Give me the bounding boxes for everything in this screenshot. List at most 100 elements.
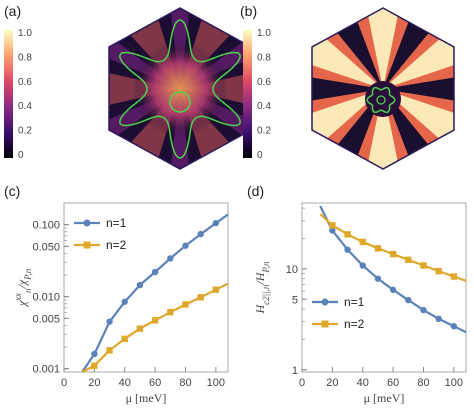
data-point: [197, 230, 204, 238]
x-tick-label: 60: [149, 377, 161, 389]
colorbar-tick-label: 0.6: [18, 77, 32, 88]
colorbar-tick-label: 1.0: [257, 28, 271, 39]
data-point: [212, 286, 220, 293]
series-line: [319, 205, 467, 334]
data-point: [374, 275, 382, 282]
spoke: [364, 8, 402, 89]
data-point: [197, 294, 204, 301]
x-tick-label: 20: [88, 377, 100, 389]
colorbar-tick-label: 0.2: [18, 126, 32, 137]
colorbar-tick-label: 0.4: [257, 101, 271, 112]
legend-marker: [321, 298, 329, 306]
y-tick-label: 0.050: [32, 241, 60, 253]
data-point: [450, 273, 458, 280]
fermi-contour-star: [119, 19, 241, 159]
data-point: [359, 262, 366, 269]
y-tick-label: 0.100: [32, 220, 60, 232]
data-point: [121, 335, 128, 343]
panel-label-b: (b): [240, 3, 257, 19]
x-tick-label: 100: [445, 377, 463, 389]
legend-marker: [83, 219, 91, 227]
data-point: [182, 301, 189, 308]
x-tick-label: 40: [357, 377, 369, 389]
y-tick-label: 10: [286, 264, 298, 276]
data-point: [374, 245, 382, 252]
y-axis-label: χxxn/χP,n: [13, 268, 33, 307]
data-point: [329, 222, 336, 229]
heatmap-b: [312, 8, 454, 169]
colorbar-tick-label: 0.4: [18, 101, 32, 112]
x-tick-label: 100: [207, 377, 225, 389]
data-point: [167, 255, 174, 262]
data-point: [344, 231, 351, 238]
data-point: [329, 227, 336, 234]
legend-label: n=2: [344, 317, 365, 331]
legend-marker: [83, 241, 91, 249]
x-tick-label: 40: [119, 377, 131, 389]
fermi-contour-circle-b: [376, 95, 386, 105]
colorbar-tick-label: 0: [257, 150, 263, 161]
data-point: [389, 286, 397, 294]
x-tick-label: 0: [299, 377, 305, 389]
y-tick-label: 0.005: [32, 313, 60, 325]
data-point: [450, 323, 458, 330]
legend-label: n=1: [344, 295, 365, 309]
data-point: [359, 238, 366, 246]
data-point: [151, 317, 159, 324]
panel-label-a: (a): [4, 3, 21, 19]
data-point: [136, 325, 144, 332]
data-point: [405, 256, 412, 264]
chart-c: 0.001 0.005 0.010 0.050 0.100 0 20 40 60 80 100 μ […: [13, 202, 229, 405]
colorbar-tick-label: 0.6: [257, 77, 271, 88]
series-line: [319, 213, 467, 282]
legend-label: n=2: [106, 238, 127, 252]
fermi-contour-blob: [366, 86, 396, 114]
colorbar-tick-label: 0.8: [257, 52, 271, 63]
data-point: [91, 350, 98, 358]
y-tick-label: 0.001: [32, 364, 60, 376]
colorbar-tick-label: 0: [18, 150, 24, 161]
data-point: [405, 296, 412, 304]
series-line: [81, 213, 229, 373]
data-point: [106, 318, 113, 325]
x-tick-label: 60: [387, 377, 399, 389]
data-point: [435, 315, 442, 323]
center-spot: [365, 81, 401, 117]
colorbar-a-ticks: 1.0 0.8 0.6 0.4 0.2 0: [18, 28, 32, 161]
data-point: [167, 308, 174, 316]
y-tick-label: 1: [292, 365, 298, 377]
y-axis-label: Hc2||,n/HP,n: [253, 261, 271, 314]
fermi-contour-circle-a: [169, 91, 191, 113]
colorbar-tick-label: 0.8: [18, 52, 32, 63]
x-tick-label: 0: [61, 377, 67, 389]
data-point: [182, 242, 189, 249]
colorbar-a: [4, 30, 13, 158]
y-tick-label: 0.010: [32, 292, 60, 304]
x-tick-label: 80: [179, 377, 191, 389]
colorbar-b: [243, 30, 252, 158]
plot-frame: [301, 202, 467, 373]
data-point: [389, 250, 397, 258]
x-axis-label: μ [meV]: [364, 391, 405, 405]
legend-marker: [321, 320, 329, 328]
x-tick-label: 20: [326, 377, 338, 389]
legend-label: n=1: [106, 216, 127, 230]
colorbar-tick-label: 0.2: [257, 126, 271, 137]
x-axis-label: μ [meV]: [126, 391, 167, 405]
data-point: [420, 306, 427, 314]
data-point: [136, 281, 144, 289]
data-point: [212, 219, 220, 227]
colorbar-tick-label: 1.0: [18, 28, 32, 39]
data-point: [91, 362, 98, 369]
y-tick-label: 5: [292, 294, 298, 306]
data-point: [435, 267, 442, 275]
panel-label-d: (d): [247, 183, 264, 199]
series-line: [81, 282, 229, 373]
colorbar-b-ticks: 1.0 0.8 0.6 0.4 0.2 0: [257, 28, 271, 161]
plot-frame: [63, 202, 229, 373]
panel-label-c: (c): [4, 183, 20, 199]
data-point: [420, 262, 427, 269]
spoke: [364, 89, 402, 169]
